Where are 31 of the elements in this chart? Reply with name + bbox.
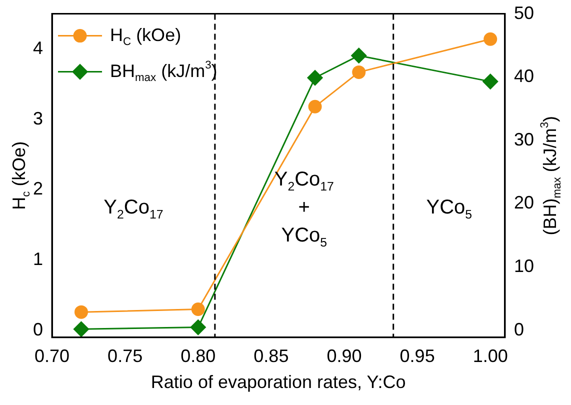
- x-tick-label: 0.75: [108, 346, 143, 366]
- point: [482, 74, 498, 90]
- point: [308, 100, 322, 114]
- point: [352, 65, 366, 79]
- y-tick-label: 3: [32, 108, 44, 128]
- point: [484, 32, 498, 46]
- x-axis-title: Ratio of evaporation rates, Y:Co: [150, 372, 406, 392]
- x-tick-label: 0.85: [254, 346, 289, 366]
- point: [307, 70, 323, 86]
- y2-tick-label: 20: [514, 192, 534, 213]
- x-tick-label: 0.70: [34, 346, 70, 366]
- x-tick-label: 0.90: [326, 346, 362, 366]
- y2-tick-label: 40: [514, 66, 534, 86]
- y2-tick-label: 50: [514, 2, 534, 23]
- y-tick-label: 2: [32, 178, 44, 199]
- x-tick-label: 1.00: [472, 346, 508, 366]
- x-tick-label: 0.80: [180, 346, 216, 366]
- y-tick-label: 0: [32, 319, 44, 340]
- point: [74, 305, 88, 319]
- y-tick-label: 4: [32, 38, 44, 58]
- point: [190, 320, 206, 336]
- point: [351, 48, 367, 64]
- x-tick-label: 0.95: [400, 346, 435, 366]
- y-tick-label: 1: [32, 248, 44, 269]
- point: [73, 321, 89, 337]
- point: [191, 302, 205, 316]
- y-axis-title: Hc (kOe): [8, 141, 32, 210]
- y2-tick-label: 30: [514, 129, 534, 150]
- y2-axis-title: (BH)max (kJ/m3): [538, 116, 564, 236]
- y2-tick-label: 10: [514, 256, 534, 276]
- y2-tick-label: 0: [514, 319, 524, 340]
